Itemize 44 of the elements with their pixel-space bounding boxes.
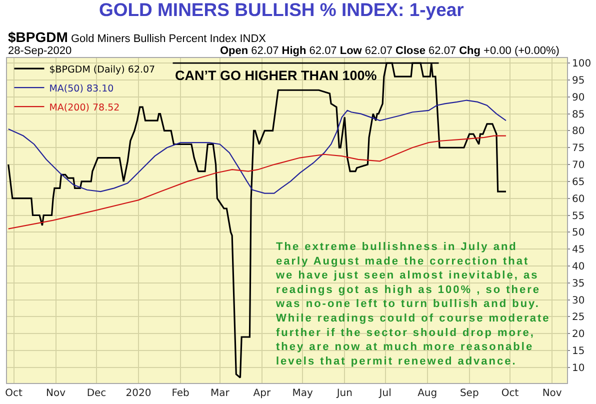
y-tick-label: 80 xyxy=(572,126,585,138)
text: 28-Sep-2020 xyxy=(8,45,72,57)
x-tick-label: Nov xyxy=(542,388,562,399)
y-tick-label: 90 xyxy=(572,92,585,104)
y-tick-label: 45 xyxy=(572,244,585,256)
y-tick-label: 30 xyxy=(572,295,585,306)
x-tick-label: Oct xyxy=(501,388,519,399)
y-tick-label: 20 xyxy=(572,329,585,340)
text: The extreme bullishness in July and early August made the correction that we have just seen almost inevitable, as readings got as high as 100% , so there was no-one left to turn bullish and buy. While readings could of course moderate further if the sector should drop more, they are now at much more reasonable levels that permit renewed advance. xyxy=(276,241,550,368)
y-tick-label: 25 xyxy=(572,312,585,324)
line-series xyxy=(8,100,507,194)
y-tick-label: 55 xyxy=(572,210,585,222)
x-tick-label: 2020 xyxy=(126,388,152,399)
x-tick-label: Apr xyxy=(253,388,272,399)
y-tick-label: 75 xyxy=(572,143,585,154)
x-tick-label: Sep xyxy=(460,388,479,399)
legend-label: MA(50) 83.10 xyxy=(49,83,114,94)
ref-line-label: CAN’T GO HIGHER THAN 100% xyxy=(175,68,377,83)
y-tick-label: 65 xyxy=(572,176,585,188)
x-tick-label: Mar xyxy=(210,388,230,399)
x-tick-label: Feb xyxy=(172,388,190,399)
x-tick-label: Jul xyxy=(378,388,392,399)
y-tick-label: 35 xyxy=(572,278,585,290)
line-series xyxy=(8,135,507,230)
y-tick-label: 40 xyxy=(572,261,585,272)
legend-label: MA(200) 78.52 xyxy=(49,102,120,114)
y-tick-label: 50 xyxy=(572,228,585,239)
x-tick-label: Oct xyxy=(5,388,22,399)
y-tick-label: 60 xyxy=(572,194,585,205)
x-tick-label: Aug xyxy=(418,388,438,399)
text: Open 62.07 High 62.07 Low 62.07 Close 62.07 Chg +0.00 (+0.00%) xyxy=(220,45,560,57)
x-tick-label: May xyxy=(292,388,313,399)
chart-title: GOLD MINERS BULLISH % INDEX: 1-year xyxy=(98,0,464,20)
y-tick-label: 15 xyxy=(572,346,585,358)
y-tick-label: 95 xyxy=(572,75,585,86)
x-tick-label: Nov xyxy=(46,388,66,399)
x-tick-label: Jun xyxy=(336,388,352,399)
chart-subtitle: $BPGDM Gold Miners Bullish Percent Index INDX xyxy=(8,29,267,45)
y-tick-label: 70 xyxy=(572,160,585,172)
y-tick-label: 85 xyxy=(572,109,585,120)
y-tick-label: 10 xyxy=(572,362,585,374)
y-tick-label: 100 xyxy=(572,58,592,70)
x-tick-label: Dec xyxy=(86,388,106,399)
legend-label: $BPGDM (Daily) 62.07 xyxy=(49,64,156,76)
